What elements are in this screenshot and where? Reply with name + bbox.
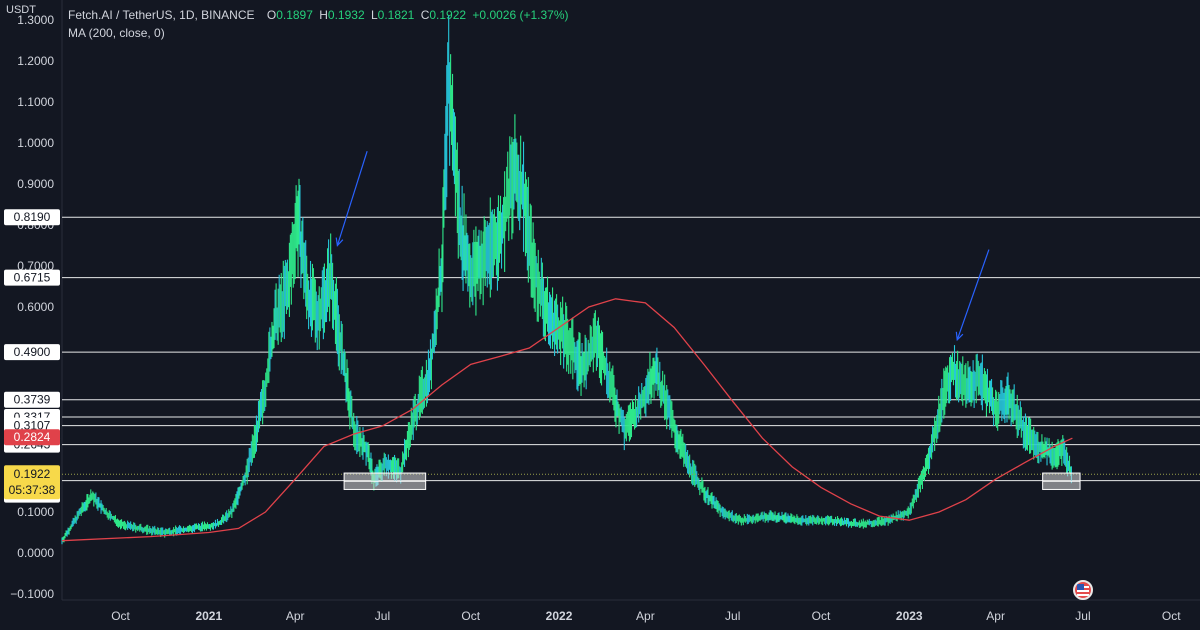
annotation-arrow [956, 249, 990, 340]
y-tick-label: 1.3000 [17, 13, 54, 27]
y-tick-label: 0.6000 [17, 300, 54, 314]
level-tag-bg [4, 269, 60, 286]
x-tick-label: Jul [375, 609, 390, 623]
symbol-title[interactable]: Fetch.AI / TetherUS, 1D, BINANCE [68, 8, 255, 22]
x-tick-label: Oct [111, 609, 130, 623]
x-tick-label: 2023 [896, 609, 923, 623]
ma-indicator-label[interactable]: MA (200, close, 0) [68, 26, 165, 40]
y-tick-label: 1.2000 [17, 54, 54, 68]
indicator-row: MA (200, close, 0) [68, 24, 572, 42]
y-tick-label: 0.1000 [17, 505, 54, 519]
y-tick-label: −0.1000 [10, 587, 54, 601]
close-value: 0.1922 [429, 8, 467, 22]
level-tag-bg [4, 391, 60, 408]
x-tick-label: 2022 [546, 609, 573, 623]
y-tick-label: 1.1000 [17, 95, 54, 109]
x-tick-label: Oct [1162, 609, 1181, 623]
ma-price-tag: 0.2824 [14, 430, 51, 444]
x-tick-label: 2021 [195, 609, 222, 623]
y-tick-label: 0.0000 [17, 546, 54, 560]
plot-area [62, 0, 1200, 600]
low-label: L [370, 8, 378, 22]
high-value: 0.1932 [327, 8, 365, 22]
x-tick-label: Apr [636, 609, 655, 623]
level-tag: 0.3739 [14, 393, 51, 407]
current-price-tag-bg [4, 465, 60, 500]
open-value: 0.1897 [276, 8, 313, 22]
annotation-arrow [336, 151, 368, 246]
us-flag-icon[interactable] [1073, 580, 1093, 600]
low-value: 0.1821 [377, 8, 415, 22]
ma-price-tag-bg [4, 429, 60, 446]
x-tick-label: Apr [286, 609, 305, 623]
countdown-tag: 05:37:38 [9, 483, 56, 497]
x-tick-label: Apr [986, 609, 1005, 623]
change-value: +0.0026 (+1.37%) [472, 8, 569, 22]
level-tag: 0.8190 [14, 210, 51, 224]
arrow-head [955, 331, 964, 342]
y-axis-unit: USDT [6, 4, 36, 16]
ma-line [61, 298, 1073, 542]
level-tag: 0.6715 [14, 271, 51, 285]
y-tick-label: 1.0000 [17, 136, 54, 150]
level-tag: 0.3107 [14, 419, 51, 433]
y-tick-label: 0.9000 [17, 177, 54, 191]
ohlc-row: Fetch.AI / TetherUS, 1D, BINANCE O0.1897… [68, 6, 572, 24]
x-tick-label: Jul [725, 609, 740, 623]
level-tag-bg [4, 209, 60, 226]
level-tag: 0.4900 [14, 345, 51, 359]
high-label: H [319, 8, 328, 22]
x-tick-label: Oct [461, 609, 480, 623]
arrow-head [335, 237, 344, 247]
close-label: C [420, 8, 430, 22]
chart-legend: Fetch.AI / TetherUS, 1D, BINANCE O0.1897… [68, 6, 572, 42]
open-label: O [266, 8, 277, 22]
level-tag-bg [4, 344, 60, 361]
price-series [61, 15, 1072, 545]
y-tick-label: 0.7000 [17, 259, 54, 273]
current-price-tag: 0.1922 [14, 467, 51, 481]
x-tick-label: Jul [1075, 609, 1090, 623]
x-tick-label: Oct [812, 609, 831, 623]
